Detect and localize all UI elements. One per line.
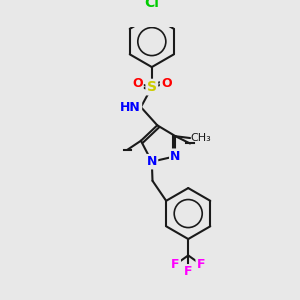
Text: CH₃: CH₃	[190, 133, 211, 143]
Text: Cl: Cl	[144, 0, 159, 11]
Text: N: N	[170, 150, 181, 163]
Text: F: F	[184, 265, 193, 278]
Text: S: S	[147, 80, 157, 94]
Text: O: O	[132, 77, 142, 90]
Text: F: F	[171, 258, 180, 271]
Text: O: O	[161, 77, 172, 90]
Text: F: F	[197, 258, 205, 271]
Text: HN: HN	[120, 100, 141, 114]
Text: N: N	[147, 155, 157, 168]
